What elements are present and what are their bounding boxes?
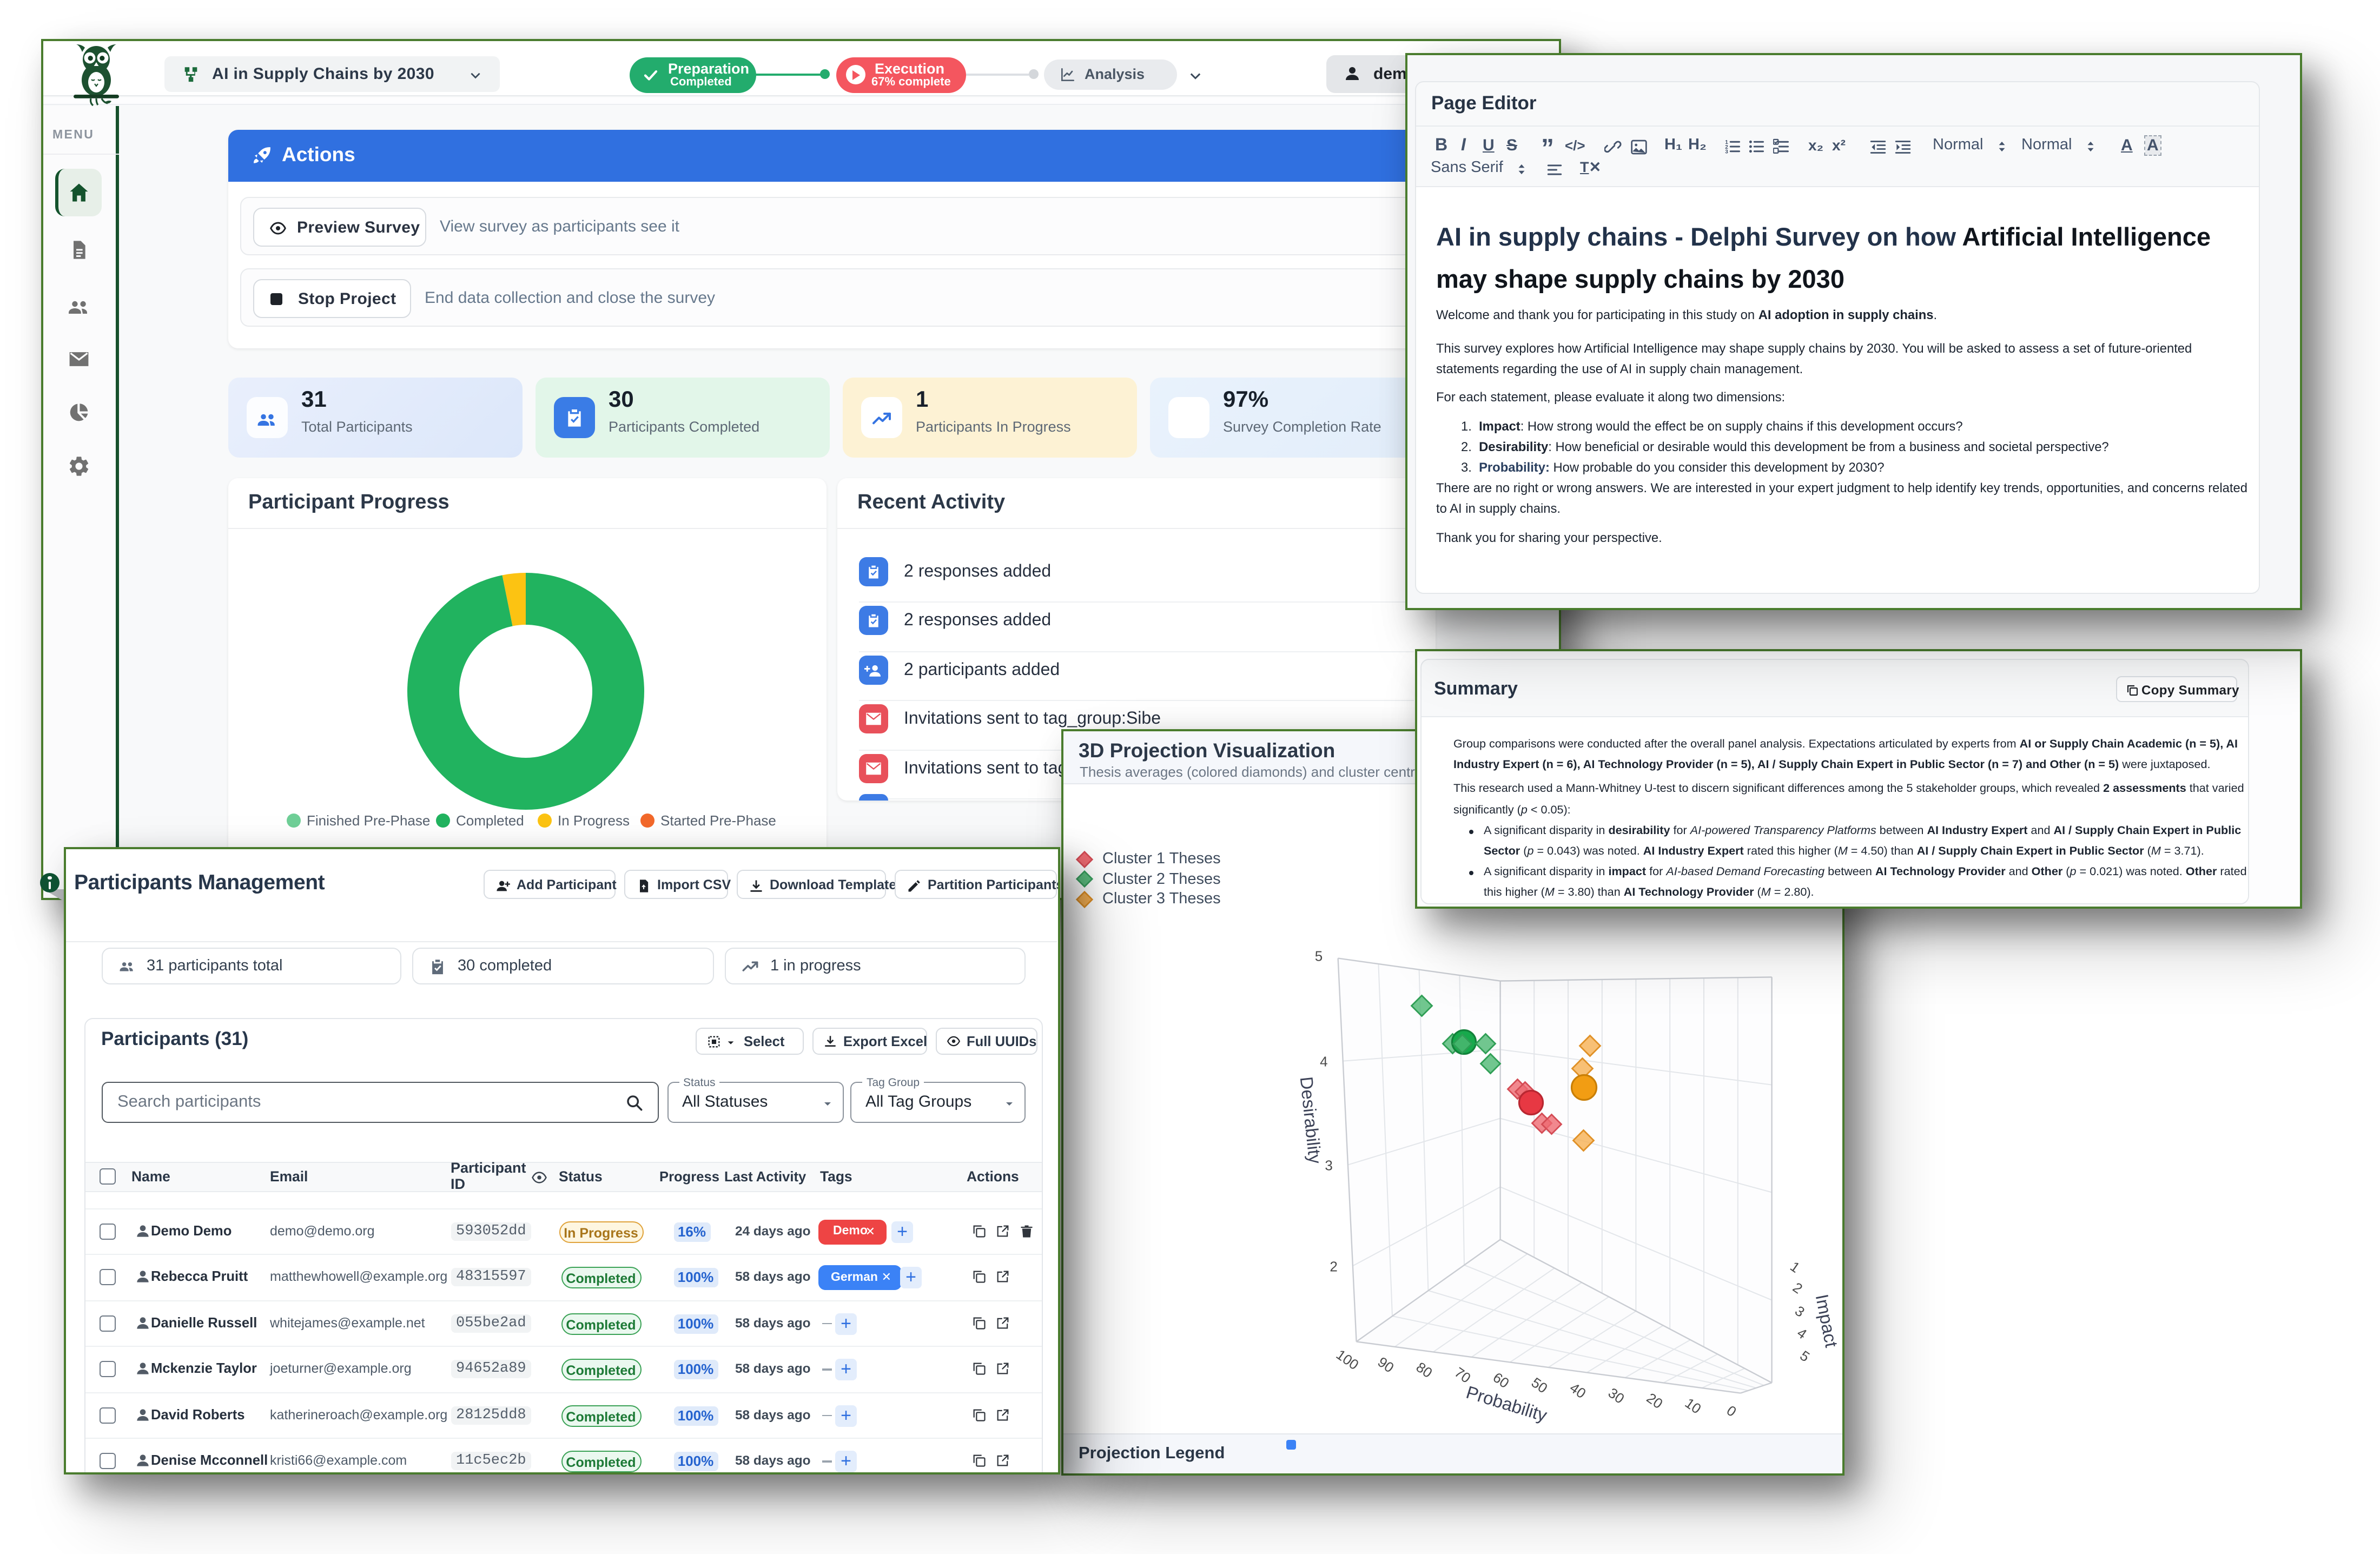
svg-text:5: 5 xyxy=(1315,948,1323,964)
svg-text:1: 1 xyxy=(1724,140,1728,146)
svg-text:2: 2 xyxy=(1724,144,1728,150)
svg-text:4: 4 xyxy=(1320,1054,1327,1070)
svg-text:3: 3 xyxy=(1724,149,1728,155)
svg-text:2: 2 xyxy=(1330,1258,1337,1274)
svg-text:3: 3 xyxy=(1325,1158,1332,1174)
